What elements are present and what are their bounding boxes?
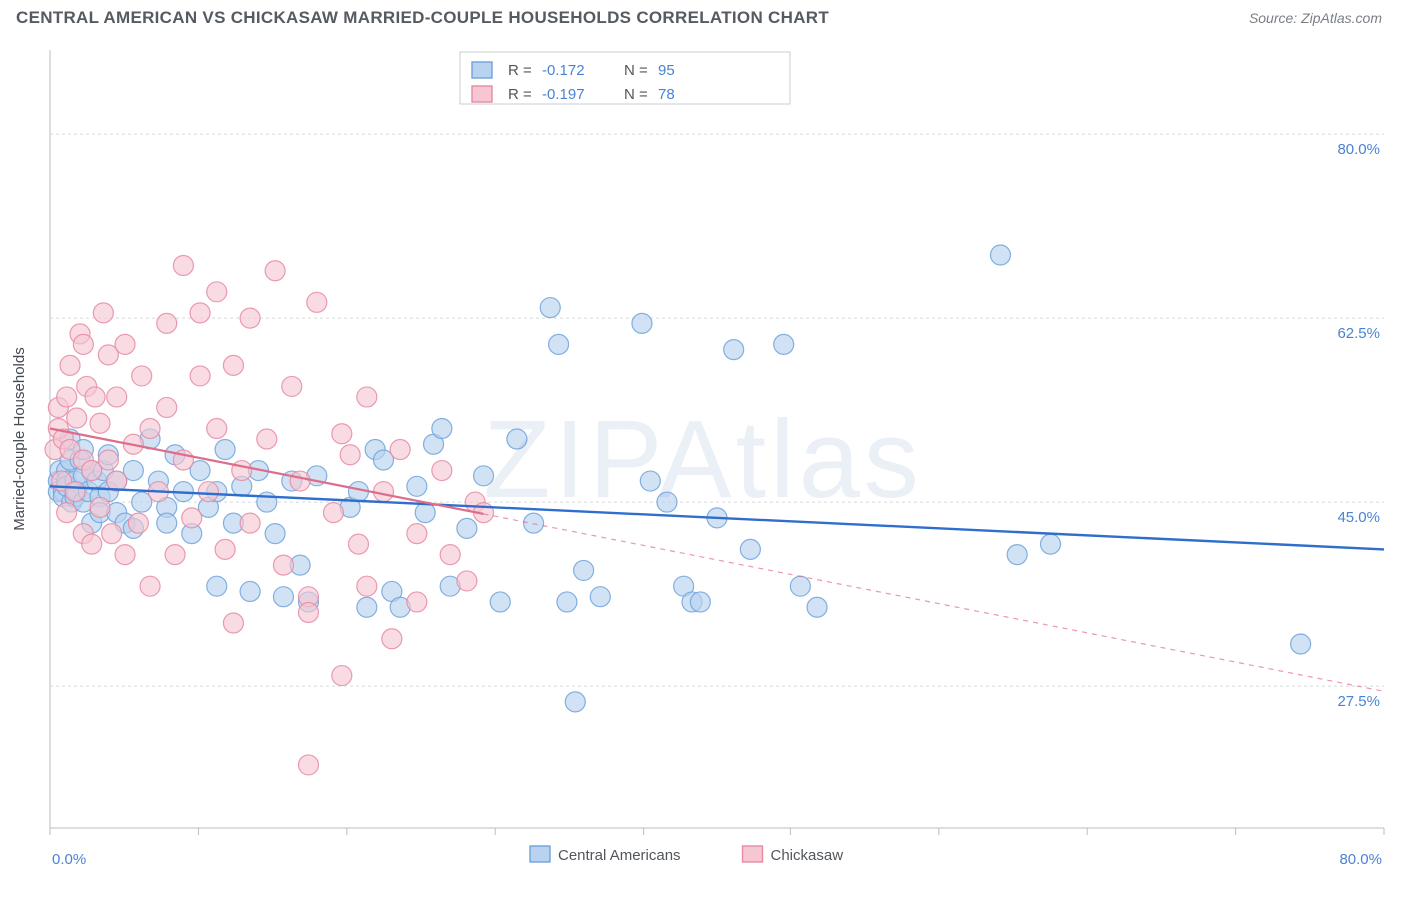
svg-text:Central Americans: Central Americans (558, 847, 681, 864)
svg-text:Chickasaw: Chickasaw (771, 847, 844, 864)
chart-title: CENTRAL AMERICAN VS CHICKASAW MARRIED-CO… (16, 8, 829, 28)
svg-text:27.5%: 27.5% (1337, 693, 1380, 710)
svg-text:45.0%: 45.0% (1337, 509, 1380, 526)
svg-text:0.0%: 0.0% (52, 851, 86, 868)
svg-text:80.0%: 80.0% (1337, 141, 1380, 158)
chart-header: CENTRAL AMERICAN VS CHICKASAW MARRIED-CO… (0, 0, 1406, 34)
svg-text:R =: R = (508, 62, 532, 79)
svg-text:78: 78 (658, 86, 675, 103)
svg-text:N =: N = (624, 86, 648, 103)
svg-text:N =: N = (624, 62, 648, 79)
chart-source: Source: ZipAtlas.com (1249, 10, 1382, 26)
svg-text:80.0%: 80.0% (1339, 851, 1382, 868)
svg-text:Married-couple Households: Married-couple Households (11, 347, 28, 530)
svg-text:R =: R = (508, 86, 532, 103)
svg-text:-0.197: -0.197 (542, 86, 585, 103)
svg-text:95: 95 (658, 62, 675, 79)
chart-area: ZIPAtlas 27.5%45.0%62.5%80.0%0.0%80.0%Ma… (0, 40, 1406, 892)
scatter-chart: 27.5% 45.0% 62.5% 80.0% 0.0% 80.0% Married-cou… (0, 40, 1406, 892)
svg-text:-0.172: -0.172 (542, 62, 585, 79)
svg-text:62.5%: 62.5% (1337, 325, 1380, 342)
